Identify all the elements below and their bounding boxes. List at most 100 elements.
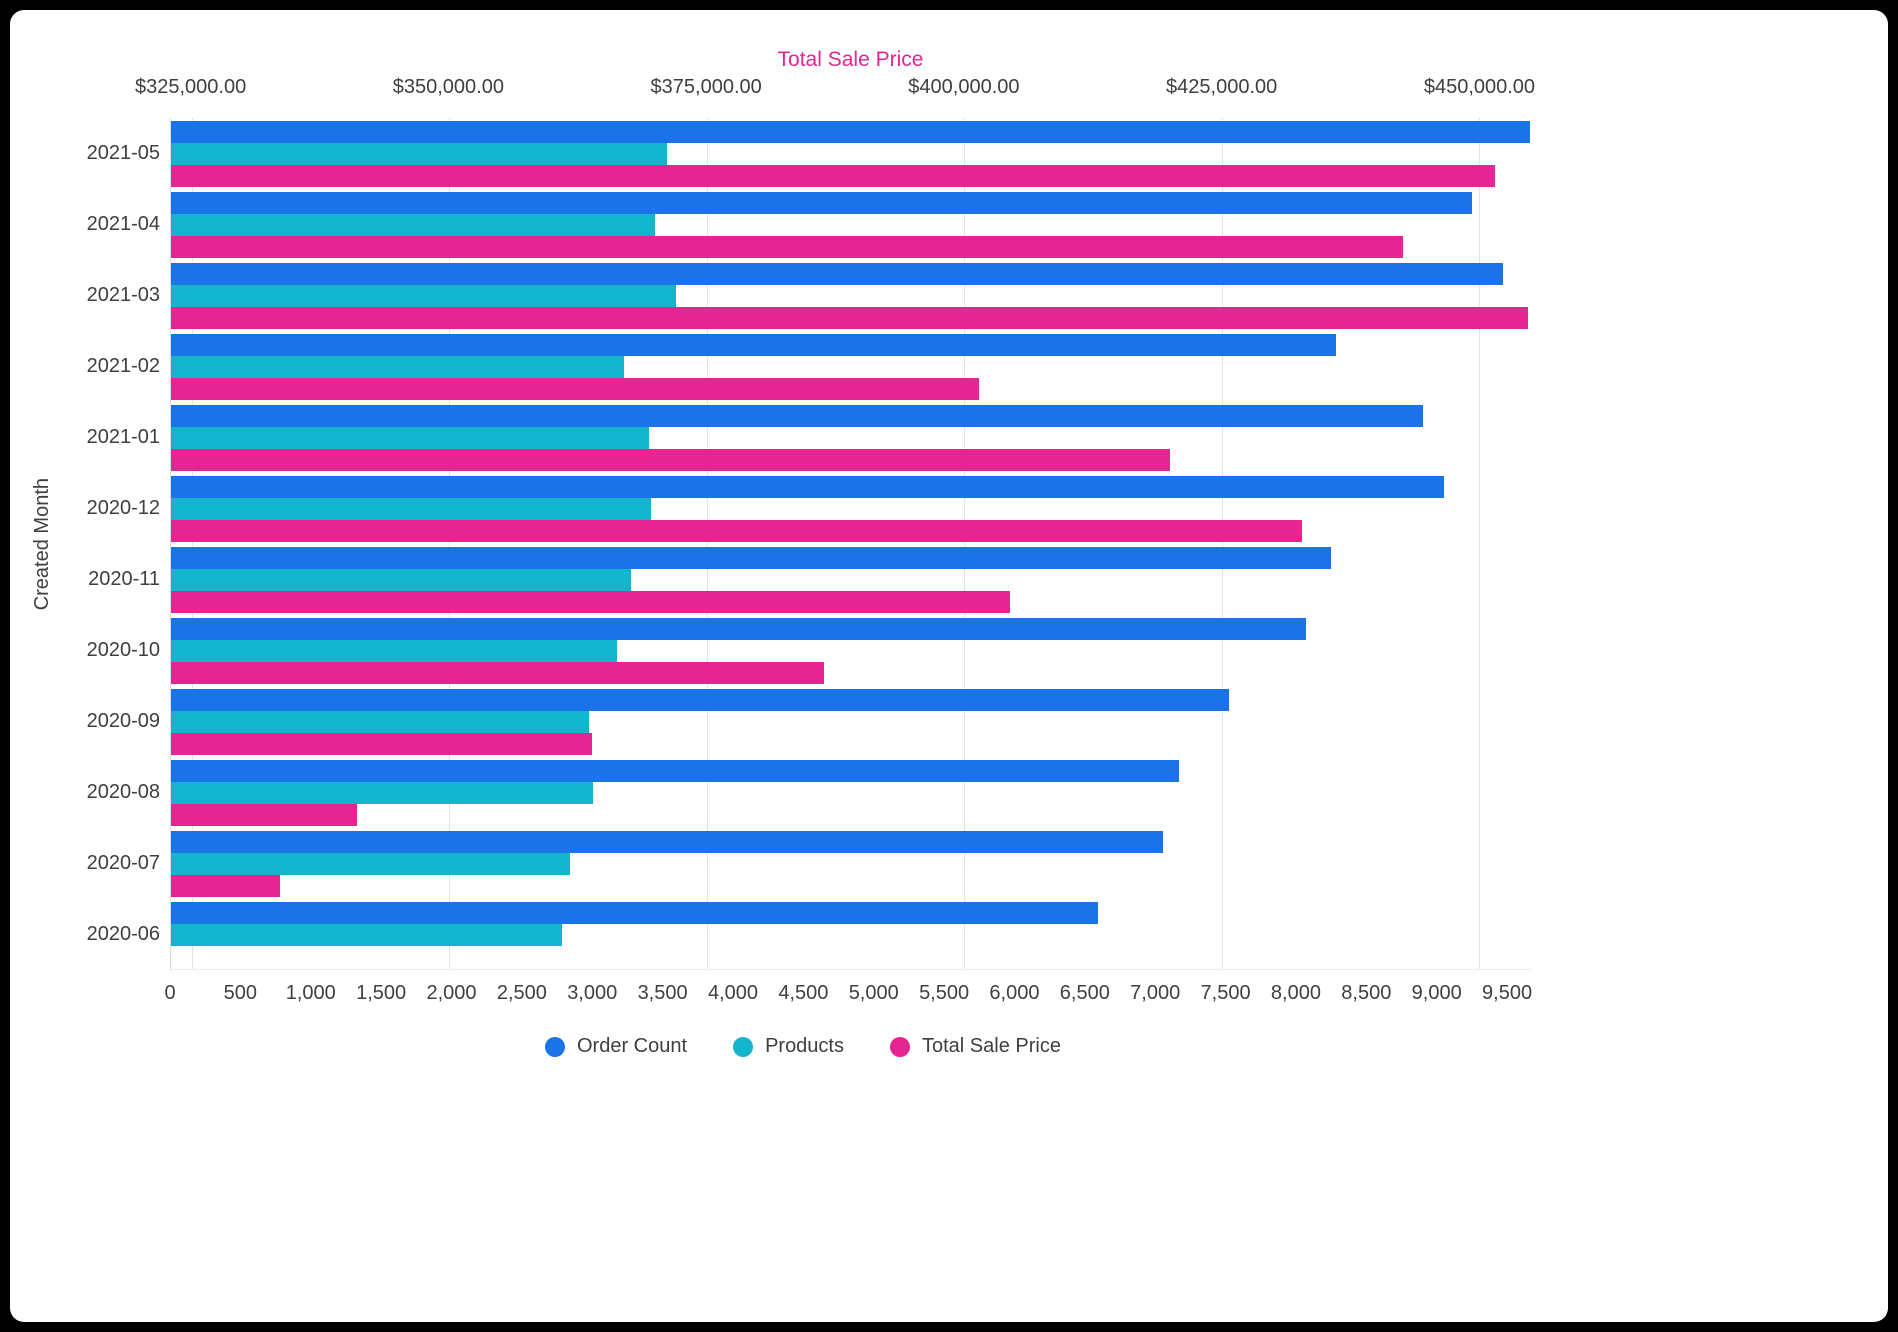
top-axis-tick-label: $425,000.00: [1166, 76, 1278, 98]
legend-item-order-count[interactable]: Order Count: [545, 1035, 687, 1058]
category-label: 2021-04: [86, 213, 160, 235]
bar-order-count[interactable]: [171, 405, 1423, 427]
top-axis-labels: $325,000.00 $350,000.00 $375,000.00 $400,00…: [135, 76, 1535, 104]
bar-products[interactable]: [171, 498, 651, 520]
gridline: [191, 118, 193, 969]
top-axis-tick-label: $400,000.00: [908, 76, 1020, 98]
gridline: [964, 118, 966, 969]
bottom-axis-tick-label: 3,000: [567, 982, 618, 1004]
chart-card: Total Sale Price $325,000.00 $350,000.00 $…: [10, 10, 1888, 1322]
plot-area: [170, 118, 1531, 970]
gridline: [1479, 118, 1481, 969]
bar-order-count[interactable]: [171, 192, 1472, 214]
bottom-axis-tick-label: 8,000: [1270, 982, 1321, 1004]
gridline: [706, 118, 708, 969]
bar-products[interactable]: [171, 711, 589, 733]
category-labels: 2021-05 2021-04 2021-03 2021-02 2021-01 2020-…: [10, 118, 160, 970]
bottom-axis-tick-label: 5,500: [919, 982, 970, 1004]
bar-products[interactable]: [171, 569, 631, 591]
bar-products[interactable]: [171, 356, 624, 378]
bottom-axis-tick-label: 5,000: [848, 982, 899, 1004]
chart-title: Total Sale Price: [777, 48, 924, 71]
bottom-axis-tick-label: 2,000: [426, 982, 477, 1004]
bottom-axis-tick-label: 8,500: [1341, 982, 1392, 1004]
bottom-axis-tick-label: 500: [223, 982, 258, 1004]
bar-total-sale-price[interactable]: [171, 236, 1404, 258]
bar-group-2020-06: [171, 899, 1531, 970]
category-label: 2020-08: [86, 781, 160, 803]
bar-products[interactable]: [171, 285, 676, 307]
bar-order-count[interactable]: [171, 689, 1229, 711]
category-label: 2020-07: [86, 852, 160, 874]
category-label: 2020-12: [86, 497, 160, 519]
bottom-axis-tick-label: 9,500: [1482, 982, 1533, 1004]
bottom-axis-tick-label: 0: [164, 982, 176, 1004]
legend-dot: [890, 1036, 910, 1057]
bar-total-sale-price[interactable]: [171, 662, 825, 684]
bar-products[interactable]: [171, 214, 655, 236]
bar-products[interactable]: [171, 924, 562, 946]
bar-order-count[interactable]: [171, 263, 1503, 285]
bar-products[interactable]: [171, 143, 668, 165]
bar-group-2021-05: [171, 118, 1531, 189]
gridline: [1221, 118, 1223, 969]
category-label: 2021-05: [86, 142, 160, 164]
legend-label: Total Sale Price: [922, 1035, 1061, 1057]
category-label: 2020-09: [86, 710, 160, 732]
top-axis-tick-label: $350,000.00: [392, 76, 504, 98]
category-label: 2021-01: [86, 426, 160, 448]
bar-total-sale-price[interactable]: [171, 591, 1010, 613]
bar-order-count[interactable]: [171, 334, 1336, 356]
bar-total-sale-price[interactable]: [171, 520, 1303, 542]
bar-group-2021-04: [171, 189, 1531, 260]
bottom-axis-tick-label: 9,000: [1411, 982, 1462, 1004]
bottom-axis-tick-label: 2,500: [496, 982, 547, 1004]
bar-order-count[interactable]: [171, 902, 1098, 924]
bar-order-count[interactable]: [171, 760, 1180, 782]
bar-order-count[interactable]: [171, 618, 1306, 640]
bar-products[interactable]: [171, 853, 571, 875]
bar-products[interactable]: [171, 640, 617, 662]
legend: Order Count Products Total Sale Price: [545, 1035, 1061, 1058]
bottom-axis-tick-label: 7,000: [1130, 982, 1181, 1004]
bottom-axis-tick-label: 7,500: [1200, 982, 1251, 1004]
top-axis-tick-label: $375,000.00: [650, 76, 762, 98]
bottom-axis-tick-label: 4,500: [778, 982, 829, 1004]
legend-item-total-sale-price[interactable]: Total Sale Price: [890, 1035, 1061, 1058]
bar-group-2020-10: [171, 615, 1531, 686]
bar-group-2020-08: [171, 757, 1531, 828]
bar-group-2021-03: [171, 260, 1531, 331]
top-axis-tick-label: $450,000.00: [1423, 76, 1536, 98]
bar-total-sale-price[interactable]: [171, 804, 358, 826]
bar-total-sale-price[interactable]: [171, 307, 1528, 329]
bar-group-2021-02: [171, 331, 1531, 402]
category-label: 2020-11: [88, 568, 160, 590]
bar-total-sale-price[interactable]: [171, 378, 979, 400]
bar-products[interactable]: [171, 427, 650, 449]
bar-group-2020-12: [171, 473, 1531, 544]
legend-label: Order Count: [577, 1035, 688, 1057]
bottom-axis-tick-label: 6,000: [989, 982, 1040, 1004]
bottom-axis-tick-label: 4,000: [707, 982, 758, 1004]
bar-total-sale-price[interactable]: [171, 733, 593, 755]
bar-total-sale-price[interactable]: [171, 449, 1171, 471]
bar-products[interactable]: [171, 782, 593, 804]
bottom-axis-tick-label: 3,500: [637, 982, 688, 1004]
bar-group-2020-11: [171, 544, 1531, 615]
bar-group-2020-09: [171, 686, 1531, 757]
bar-total-sale-price[interactable]: [171, 165, 1495, 187]
category-label: 2021-03: [86, 284, 160, 306]
category-label: 2020-06: [86, 923, 160, 945]
bar-order-count[interactable]: [171, 831, 1163, 853]
bottom-axis-tick-label: 6,500: [1059, 982, 1110, 1004]
legend-item-products[interactable]: Products: [733, 1035, 844, 1058]
bar-order-count[interactable]: [171, 476, 1444, 498]
bar-total-sale-price[interactable]: [171, 875, 281, 897]
legend-dot: [733, 1036, 754, 1057]
bar-group-2021-01: [171, 402, 1531, 473]
bottom-axis-tick-label: 1,000: [285, 982, 336, 1004]
category-label: 2021-02: [86, 355, 160, 377]
legend-dot: [545, 1036, 565, 1057]
bar-order-count[interactable]: [171, 547, 1332, 569]
bar-order-count[interactable]: [171, 121, 1530, 143]
